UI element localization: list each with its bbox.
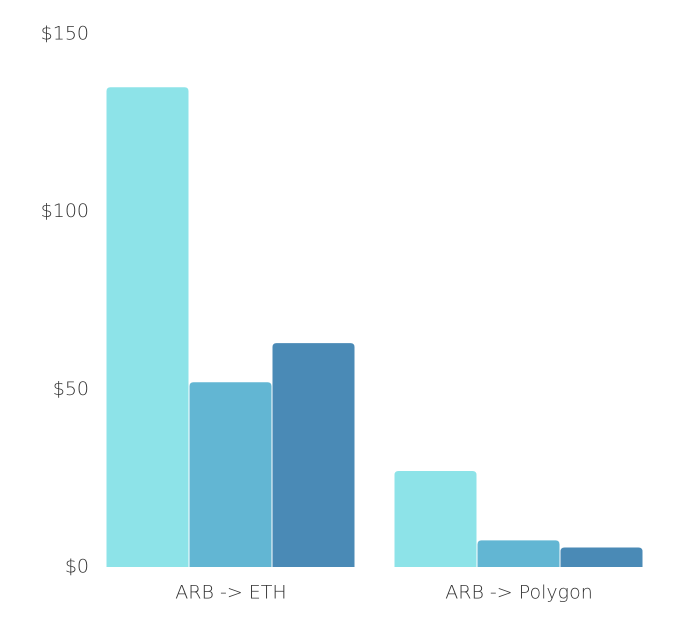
bar — [560, 547, 643, 567]
x-tick-label: ARB -> ETH — [175, 582, 286, 604]
y-tick-label: $0 — [65, 556, 89, 578]
y-tick-label: $150 — [41, 23, 89, 45]
x-tick-label: ARB -> Polygon — [445, 582, 593, 604]
bar — [189, 382, 272, 567]
bar — [477, 540, 560, 567]
bar — [106, 87, 189, 568]
bar — [272, 343, 355, 567]
y-tick-label: $100 — [41, 200, 89, 222]
y-tick-label: $50 — [53, 378, 89, 400]
bar — [394, 471, 477, 567]
